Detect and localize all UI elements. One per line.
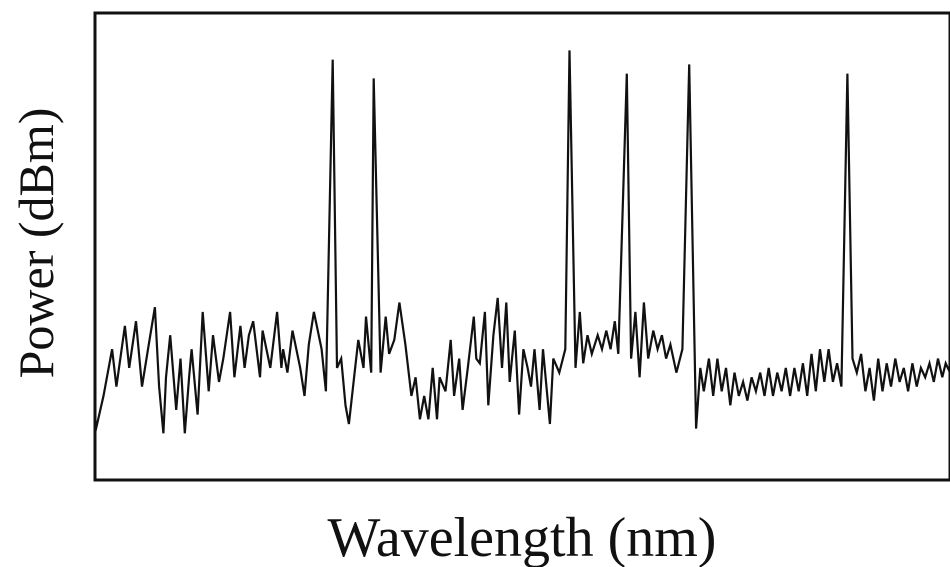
x-axis-label: Wavelength (nm) <box>328 507 717 567</box>
series-group <box>93 50 950 434</box>
plot-area <box>93 11 950 482</box>
series-line-0 <box>93 50 950 434</box>
y-axis-label: Power (dBm) <box>8 108 64 379</box>
plot-frame <box>93 11 950 482</box>
